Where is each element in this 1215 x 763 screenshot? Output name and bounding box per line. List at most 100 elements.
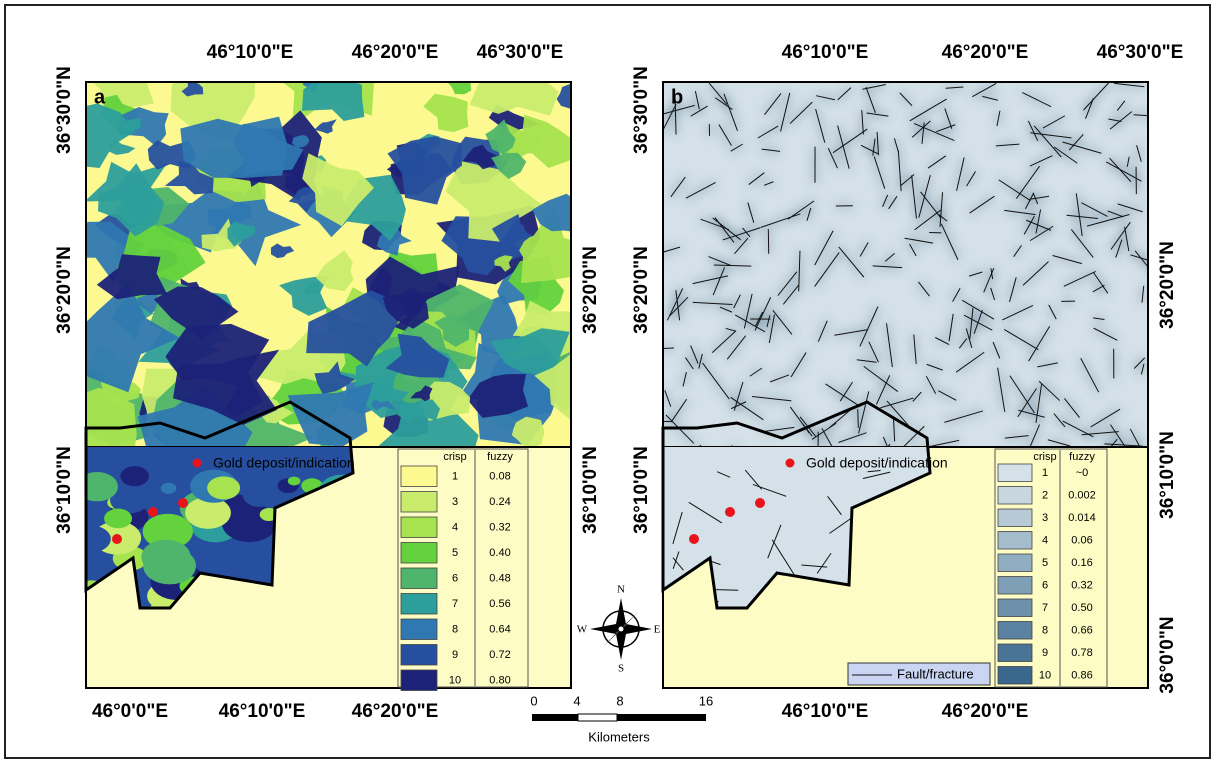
top-coord: 46°20'0"E [352, 42, 439, 63]
bottom-coord: 46°0'0"E [92, 701, 168, 722]
scale-tick: 4 [573, 693, 580, 708]
legend-fuzzy: 0.80 [489, 675, 510, 687]
right-coord: 36°10'0"N [1157, 431, 1178, 519]
scale-seg [617, 714, 706, 721]
legend-crisp: 7 [452, 598, 458, 610]
left-coord: 36°10'0"N [631, 446, 652, 534]
gold-deposit [112, 534, 122, 544]
legend-header: crisp [443, 451, 466, 463]
fault-legend-label: Fault/fracture [897, 666, 974, 681]
legend-fuzzy: 0.64 [489, 624, 510, 636]
legend-crisp: 4 [1042, 535, 1048, 547]
legend-crisp: 4 [452, 522, 458, 534]
panel-label: b [671, 86, 683, 108]
scale-tick: 16 [699, 693, 713, 708]
legend-swatch [998, 487, 1032, 505]
legend-fuzzy: 0.32 [1071, 580, 1092, 592]
left-coord: 36°30'0"N [631, 66, 652, 154]
bottom-coord: 46°20'0"E [352, 701, 439, 722]
legend-crisp: 9 [1042, 647, 1048, 659]
map-top [49, 42, 611, 481]
legend-fuzzy: 0.32 [489, 522, 510, 534]
legend-swatch [401, 466, 437, 487]
legend-fuzzy: ~0 [1076, 467, 1089, 479]
legend-swatch [998, 554, 1032, 572]
fault-line [858, 409, 859, 428]
gold-deposit [755, 498, 765, 508]
scale-seg [578, 714, 617, 721]
bottom-coord: 46°10'0"E [782, 701, 869, 722]
legend-swatch [998, 622, 1032, 640]
legend-swatch [998, 599, 1032, 617]
legend-header: fuzzy [1069, 451, 1095, 463]
map-top [649, 82, 1160, 475]
top-coord: 46°20'0"E [942, 42, 1029, 63]
legend-crisp: 2 [1042, 490, 1048, 502]
compass-center [618, 626, 624, 632]
geology-unit [104, 509, 132, 529]
panel: a 46°10'0"E 46°20'0"E 46°30'0"E 36°30'0"N 36°… [49, 42, 611, 722]
legend-fuzzy: 0.78 [1071, 647, 1092, 659]
legend-fuzzy: 0.50 [1071, 602, 1092, 614]
top-coord: 46°30'0"E [477, 42, 564, 63]
legend-swatch [998, 464, 1032, 482]
legend-swatch [401, 492, 437, 513]
legend-swatch [998, 577, 1032, 595]
legend-swatch [998, 644, 1032, 662]
geology-unit [161, 483, 177, 494]
gold-deposit [725, 507, 735, 517]
right-coord: 36°10'0"N [580, 446, 601, 534]
legend-fuzzy: 0.24 [489, 496, 510, 508]
geology-unit [143, 547, 196, 584]
left-coord: 36°20'0"N [54, 246, 75, 334]
right-coord: 36°20'0"N [1157, 241, 1178, 329]
scale-unit: Kilometers [588, 729, 650, 744]
top-coord: 46°10'0"E [782, 42, 869, 63]
compass-n: N [617, 584, 625, 596]
legend-crisp: 3 [452, 496, 458, 508]
legend-crisp: 1 [452, 471, 458, 483]
legend-crisp: 10 [449, 675, 461, 687]
right-coord: 36°0'0"N [1157, 616, 1178, 693]
bottom-coord: 46°20'0"E [942, 701, 1029, 722]
legend-crisp: 1 [1042, 467, 1048, 479]
legend-header: fuzzy [487, 451, 513, 463]
legend-fuzzy: 0.06 [1071, 535, 1092, 547]
legend-swatch [401, 645, 437, 666]
geology-unit [288, 477, 301, 486]
geology-unit [207, 476, 240, 499]
compass-s: S [618, 663, 624, 675]
legend-swatch [401, 543, 437, 564]
legend-crisp: 5 [452, 547, 458, 559]
legend-marker-label: Gold deposit/indication [806, 455, 948, 471]
scale-seg [532, 714, 578, 721]
panel-label: a [94, 86, 106, 108]
gold-deposit [689, 534, 699, 544]
legend-crisp: 8 [452, 624, 458, 636]
legend-swatch [401, 619, 437, 640]
legend-crisp: 6 [452, 573, 458, 585]
panel: b 46°10'0"E 46°20'0"E 46°30'0"E 36°30'0"N 36°… [631, 42, 1183, 722]
legend-crisp: 7 [1042, 602, 1048, 614]
legend-swatch [401, 670, 437, 691]
right-coord: 36°20'0"N [580, 246, 601, 334]
left-coord: 36°30'0"N [54, 66, 75, 154]
gold-deposit [148, 507, 158, 517]
legend-marker-label: Gold deposit/indication [213, 455, 355, 471]
legend-crisp: 10 [1039, 670, 1051, 682]
top-coord: 46°10'0"E [207, 42, 294, 63]
legend-swatch [401, 517, 437, 538]
top-coord: 46°30'0"E [1097, 42, 1184, 63]
fault-line [716, 590, 738, 591]
left-coord: 36°20'0"N [631, 246, 652, 334]
geology-unit [120, 466, 149, 486]
geology-unit [243, 484, 276, 507]
legend-fuzzy: 0.014 [1068, 512, 1096, 524]
legend-swatch [998, 509, 1032, 527]
legend-marker [193, 459, 202, 468]
scale-tick: 0 [530, 693, 537, 708]
legend-fuzzy: 0.16 [1071, 557, 1092, 569]
legend-swatch [401, 568, 437, 589]
legend-fuzzy: 0.002 [1068, 490, 1096, 502]
legend-swatch [998, 532, 1032, 550]
